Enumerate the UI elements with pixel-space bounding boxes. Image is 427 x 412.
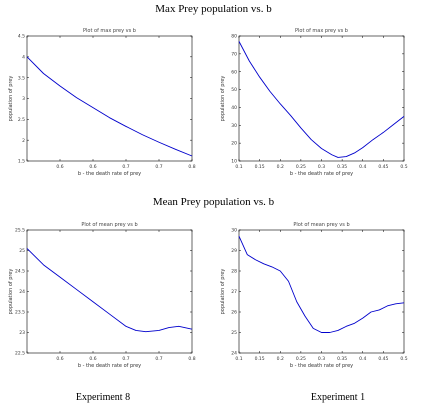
y-tick-label: 80	[231, 34, 237, 40]
y-tick-label: 10	[231, 159, 237, 165]
y-tick-label: 28	[231, 269, 237, 275]
y-tick-label: 23	[19, 330, 25, 336]
y-tick-label: 25	[19, 248, 25, 254]
y-tick-label: 4	[22, 54, 25, 60]
x-axis-label: b - the death rate of prey	[290, 171, 353, 177]
x-tick-label: 0.4	[359, 164, 366, 170]
experiment-label-left: Experiment 8	[75, 392, 131, 403]
x-tick-label: 0.15	[255, 164, 265, 170]
x-tick-label: 0.4	[359, 356, 366, 362]
y-tick-label: 2.5	[18, 117, 25, 123]
x-tick-label: 0.1	[235, 164, 242, 170]
chart-title: Plot of mean prey vs b	[293, 222, 349, 228]
x-tick-label: 0.25	[296, 164, 306, 170]
x-tick-label: 0.3	[318, 164, 325, 170]
y-tick-label: 3.5	[18, 75, 25, 81]
x-tick-label: 0.35	[337, 356, 347, 362]
series-line-0	[238, 41, 405, 158]
x-tick-label: 0.7	[155, 356, 162, 362]
x-tick-label: 0.7	[155, 164, 162, 170]
y-tick-label: 40	[231, 105, 237, 111]
chart-title: Plot of mean prey vs b	[81, 222, 137, 228]
y-tick-label: 25	[231, 330, 237, 336]
chart-title: Plot of max prey vs b	[83, 28, 136, 34]
x-tick-label: 0.45	[378, 356, 388, 362]
y-tick-label: 30	[231, 123, 237, 129]
plot-frame	[238, 229, 405, 354]
y-tick-label: 29	[231, 248, 237, 254]
y-tick-label: 24.5	[15, 269, 25, 275]
y-tick-label: 3	[22, 96, 25, 102]
y-tick-label: 20	[231, 141, 237, 147]
y-tick-label: 4.5	[18, 34, 25, 40]
y-tick-label: 27	[231, 289, 237, 295]
x-tick-label: 0.15	[255, 356, 265, 362]
chart-title: Plot of max prey vs b	[295, 28, 348, 34]
x-tick-label: 0.7	[122, 164, 129, 170]
series-line-0	[26, 248, 193, 333]
x-tick-label: 0.6	[56, 164, 63, 170]
x-tick-label: 0.2	[277, 164, 284, 170]
y-tick-label: 22.5	[15, 351, 25, 357]
y-axis-label: population of prey	[220, 76, 226, 122]
x-axis-label: b - the death rate of prey	[78, 363, 141, 369]
x-axis-label: b - the death rate of prey	[290, 363, 353, 369]
heading-mean-prey: Mean Prey population vs. b	[152, 196, 275, 208]
y-tick-label: 24	[231, 351, 237, 357]
y-axis-label: population of prey	[8, 269, 14, 315]
y-tick-label: 26	[231, 310, 237, 316]
y-tick-label: 60	[231, 69, 237, 75]
x-tick-label: 0.6	[89, 164, 96, 170]
x-tick-label: 0.1	[235, 356, 242, 362]
x-tick-label: 0.8	[188, 164, 195, 170]
x-tick-label: 0.6	[89, 356, 96, 362]
y-tick-label: 50	[231, 87, 237, 93]
y-axis-label: population of prey	[220, 269, 226, 315]
series-line-0	[26, 56, 193, 157]
experiment-label-right: Experiment 1	[310, 392, 366, 403]
y-tick-label: 70	[231, 51, 237, 57]
series-line-0	[238, 235, 405, 333]
y-tick-label: 2	[22, 138, 25, 144]
x-tick-label: 0.45	[378, 164, 388, 170]
y-tick-label: 23.5	[15, 310, 25, 316]
x-axis-label: b - the death rate of prey	[78, 171, 141, 177]
y-tick-label: 30	[231, 228, 237, 234]
x-tick-label: 0.6	[56, 356, 63, 362]
x-tick-label: 0.35	[337, 164, 347, 170]
y-axis-label: population of prey	[8, 76, 14, 122]
y-tick-label: 24	[19, 289, 25, 295]
heading-max-prey: Max Prey population vs. b	[155, 3, 272, 15]
x-tick-label: 0.5	[400, 164, 407, 170]
y-tick-label: 25.5	[15, 228, 25, 234]
x-tick-label: 0.7	[122, 356, 129, 362]
x-tick-label: 0.25	[296, 356, 306, 362]
x-tick-label: 0.2	[277, 356, 284, 362]
x-tick-label: 0.3	[318, 356, 325, 362]
x-tick-label: 0.8	[188, 356, 195, 362]
y-tick-label: 1.5	[18, 159, 25, 165]
x-tick-label: 0.5	[400, 356, 407, 362]
